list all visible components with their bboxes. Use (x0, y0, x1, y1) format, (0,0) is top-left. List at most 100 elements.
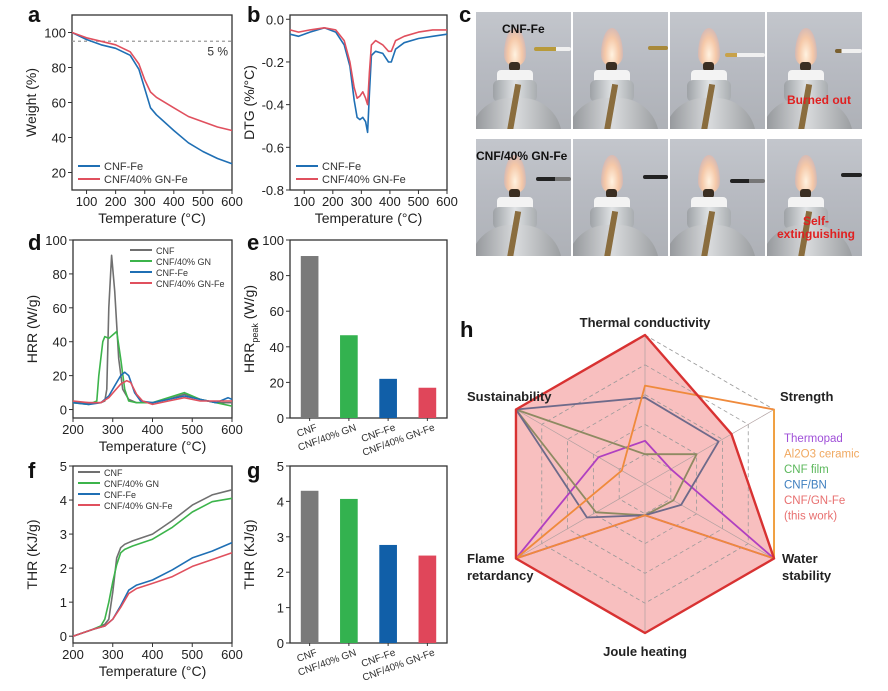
y-axis-label-main: HRR (241, 343, 257, 373)
radar-legend-label: CNF film (784, 464, 829, 476)
legend-label: CNF-Fe (104, 490, 136, 500)
burner-cap (594, 70, 630, 82)
sample-strip (536, 177, 571, 181)
burner-body (573, 225, 659, 256)
wick (606, 189, 617, 198)
y-tick-label: 5 (277, 459, 284, 474)
radar-legend-label: CNF/GN-Fe (784, 495, 845, 507)
panel-letter-g: g (247, 458, 260, 483)
photo-cnf-gn-fe-2 (573, 139, 668, 256)
x-tick-label: 500 (408, 194, 430, 209)
y-tick-label: 20 (52, 166, 66, 181)
x-tick-label: 300 (134, 194, 156, 209)
sample-strip (841, 173, 862, 177)
radar-legend-label: Al2O3 ceramic (784, 449, 860, 461)
legend-label: CNF-Fe (156, 268, 188, 278)
series-line-cnf-fe (72, 541, 233, 637)
y-tick-label: 40 (270, 340, 284, 355)
bar-cnf-40-gn-fe (418, 387, 437, 418)
photo-cnf-fe-4: Burned out (767, 12, 862, 129)
y-tick-label: 0 (60, 629, 67, 644)
y-tick-label: 80 (52, 61, 66, 76)
photo-cnf-gn-fe-3 (670, 139, 765, 256)
burner-body (476, 98, 562, 129)
y-axis-label: HRRpeak (W/g) (241, 285, 260, 373)
y-tick-label: 3 (277, 530, 284, 545)
sample-strip (534, 47, 571, 51)
flame-icon (795, 28, 817, 66)
series-line-cnf-40-gn (72, 330, 233, 407)
burner-cap (594, 197, 630, 209)
plot-frame (72, 465, 233, 644)
photo-cnf-fe-2 (573, 12, 668, 129)
y-axis-label-unit: (W/g) (241, 285, 257, 323)
radar-axis-label: Strength (780, 389, 834, 404)
y-tick-label: 20 (270, 375, 284, 390)
bar-cnf-fe (379, 378, 397, 418)
bar-cnf-40-gn-fe (418, 555, 437, 643)
flame-icon (601, 155, 623, 193)
x-tick-label: 500 (192, 194, 214, 209)
y-tick-label: 0.0 (266, 12, 284, 27)
photo-cnf-fe-1: CNF-Fe (476, 12, 571, 129)
y-axis-label: Weight (%) (23, 68, 39, 137)
y-tick-label: -0.2 (262, 55, 284, 70)
flame-icon (504, 155, 526, 193)
y-tick-label: 4 (277, 494, 284, 509)
x-tick-label: 600 (221, 422, 243, 437)
photo-cnf-fe-3 (670, 12, 765, 129)
x-axis-label: Temperature (°C) (99, 663, 207, 679)
burner-body (476, 225, 562, 256)
sample-strip (730, 179, 765, 183)
y-tick-label: 0 (60, 403, 67, 418)
x-axis-label: Temperature (°C) (99, 438, 207, 454)
chart-h-radar: Thermal conductivity Strength Water stabili… (467, 315, 860, 659)
y-axis-label: THR (KJ/g) (24, 520, 40, 590)
legend-label: CNF/40% GN-Fe (104, 174, 188, 186)
legend-label: CNF (104, 468, 123, 478)
panel-letter-d: d (28, 230, 41, 255)
y-tick-label: 100 (262, 233, 284, 248)
panel-letter-c: c (459, 2, 471, 27)
x-tick-label: 300 (102, 422, 124, 437)
burner-cap (497, 70, 533, 82)
radar-axis-label: stability (782, 568, 832, 583)
panel-letter-f: f (28, 458, 36, 483)
burner-cap (788, 70, 824, 82)
status-line-2: extinguishing (777, 227, 855, 241)
photo-cnf-gn-fe-1: CNF/40% GN-Fe (476, 139, 571, 256)
flame-icon (504, 28, 526, 66)
y-tick-label: 60 (53, 301, 67, 316)
burner-body (670, 225, 756, 256)
status-self-extinguishing: Self- extinguishing (771, 215, 861, 241)
burner-body (573, 98, 659, 129)
x-tick-label: 500 (181, 422, 203, 437)
chart-f-thr: 0 1 2 3 4 5 200 300 400 500 600 Temperature (°C) THR… (24, 459, 243, 679)
y-tick-label: 0 (277, 636, 284, 651)
bar-cnf (300, 256, 319, 418)
y-tick-label: 40 (52, 131, 66, 146)
y-tick-label: 4 (60, 493, 67, 508)
series-line-cnf-40-gn-fe (72, 379, 232, 406)
y-tick-label: 2 (60, 561, 67, 576)
y-tick-label: 100 (45, 233, 67, 248)
bar-cnf-fe (379, 544, 397, 643)
x-tick-label: 600 (221, 194, 243, 209)
panel-letter-a: a (28, 2, 41, 27)
y-tick-label: 1 (277, 601, 284, 616)
x-tick-label: 200 (105, 194, 127, 209)
y-tick-label: 40 (53, 335, 67, 350)
radar-spoke (515, 483, 646, 559)
y-tick-label: 2 (277, 565, 284, 580)
x-tick-label: 100 (293, 194, 315, 209)
radar-spoke (515, 409, 646, 485)
x-tick-label: 200 (322, 194, 344, 209)
y-tick-label: 60 (52, 96, 66, 111)
x-tick-label: 300 (102, 647, 124, 662)
wick (703, 62, 714, 71)
radar-axis-label: retardancy (467, 568, 534, 583)
y-tick-label: 80 (270, 269, 284, 284)
